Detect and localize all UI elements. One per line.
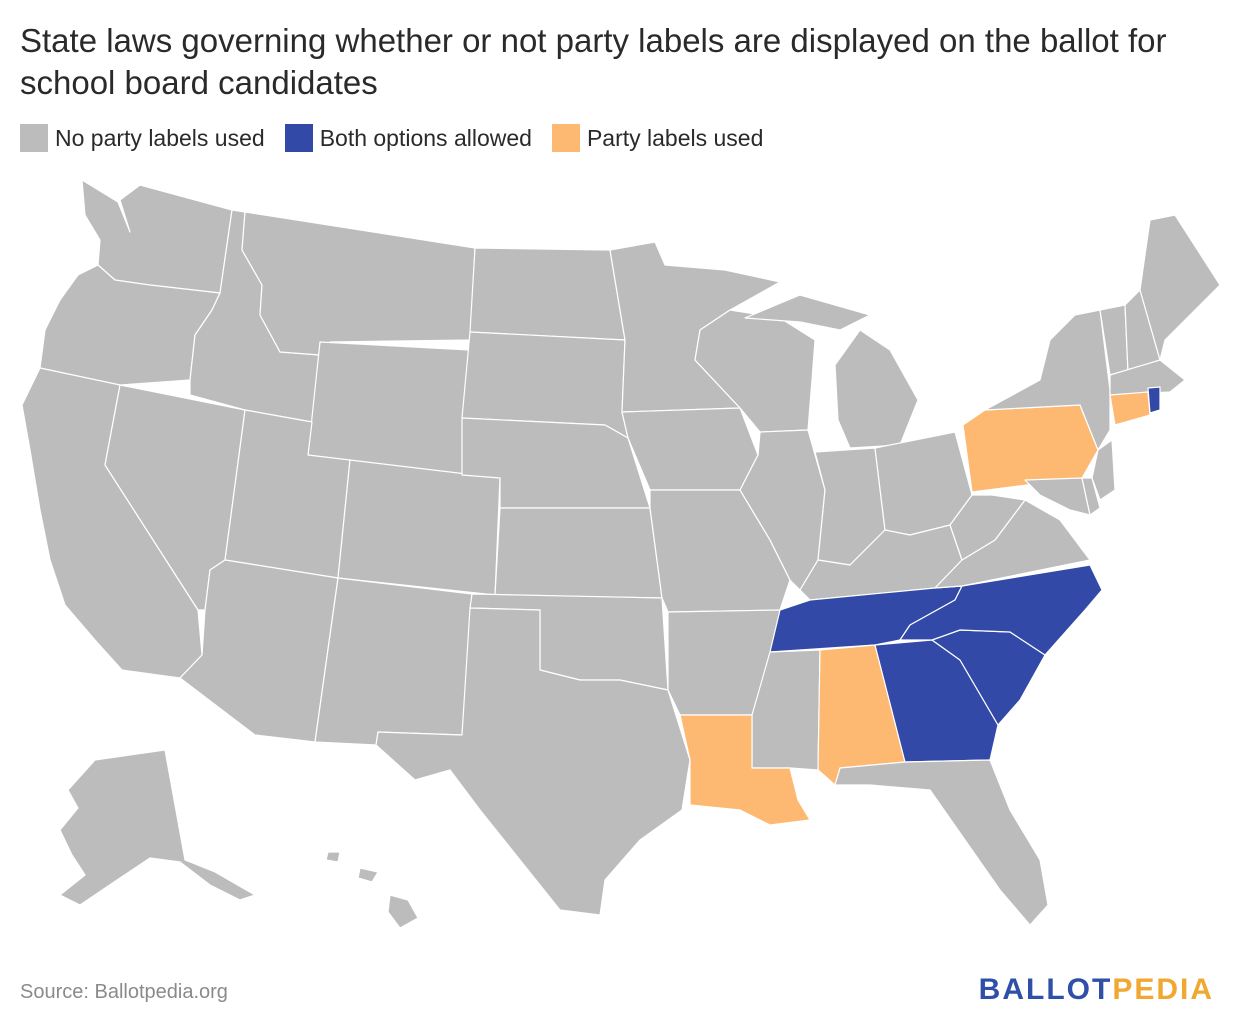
state-hawaii-oahu: [325, 851, 341, 863]
state-michigan-up: [744, 294, 871, 331]
state-new-jersey: [1091, 439, 1116, 501]
logo-part-ballot: BALLOT: [978, 973, 1113, 1006]
legend-label-no-party: No party labels used: [55, 124, 265, 151]
state-new-york: [984, 309, 1111, 451]
state-montana: [241, 211, 476, 356]
ballotpedia-logo: BALLOTPEDIA: [979, 973, 1214, 1007]
state-kansas: [494, 507, 663, 599]
state-alaska: [59, 749, 256, 906]
state-florida: [834, 759, 1049, 926]
legend: No party labels used Both options allowe…: [20, 124, 783, 152]
state-rhode-island: [1147, 386, 1161, 414]
state-new-mexico: [314, 577, 473, 746]
state-maryland: [1024, 477, 1091, 516]
legend-swatch-no-party: [20, 124, 48, 152]
legend-item-no-party: No party labels used: [20, 124, 265, 152]
state-north-dakota: [469, 247, 626, 341]
state-massachusetts: [1109, 359, 1186, 396]
state-colorado: [337, 459, 501, 596]
legend-label-party: Party labels used: [586, 124, 764, 151]
state-north-carolina: [899, 564, 1103, 656]
state-texas: [375, 607, 691, 916]
state-shapes: [21, 179, 1221, 929]
logo-part-pedia: PEDIA: [1112, 973, 1214, 1006]
legend-item-both: Both options allowed: [284, 124, 532, 152]
state-wyoming: [307, 341, 471, 476]
state-michigan: [834, 329, 919, 449]
state-connecticut: [1109, 391, 1151, 426]
legend-swatch-party: [551, 124, 580, 152]
state-west-virginia: [949, 494, 1026, 561]
state-hawaii-maui: [357, 867, 379, 883]
state-hawaii-big: [387, 894, 419, 929]
legend-item-party: Party labels used: [551, 124, 764, 152]
source-note: Source: Ballotpedia.org: [20, 981, 228, 1003]
state-louisiana: [679, 714, 811, 826]
state-delaware: [1081, 477, 1101, 516]
chart-title: State laws governing whether or not part…: [20, 22, 1167, 101]
state-iowa: [621, 407, 759, 491]
legend-label-both: Both options allowed: [319, 124, 532, 151]
legend-swatch-both: [284, 124, 313, 152]
